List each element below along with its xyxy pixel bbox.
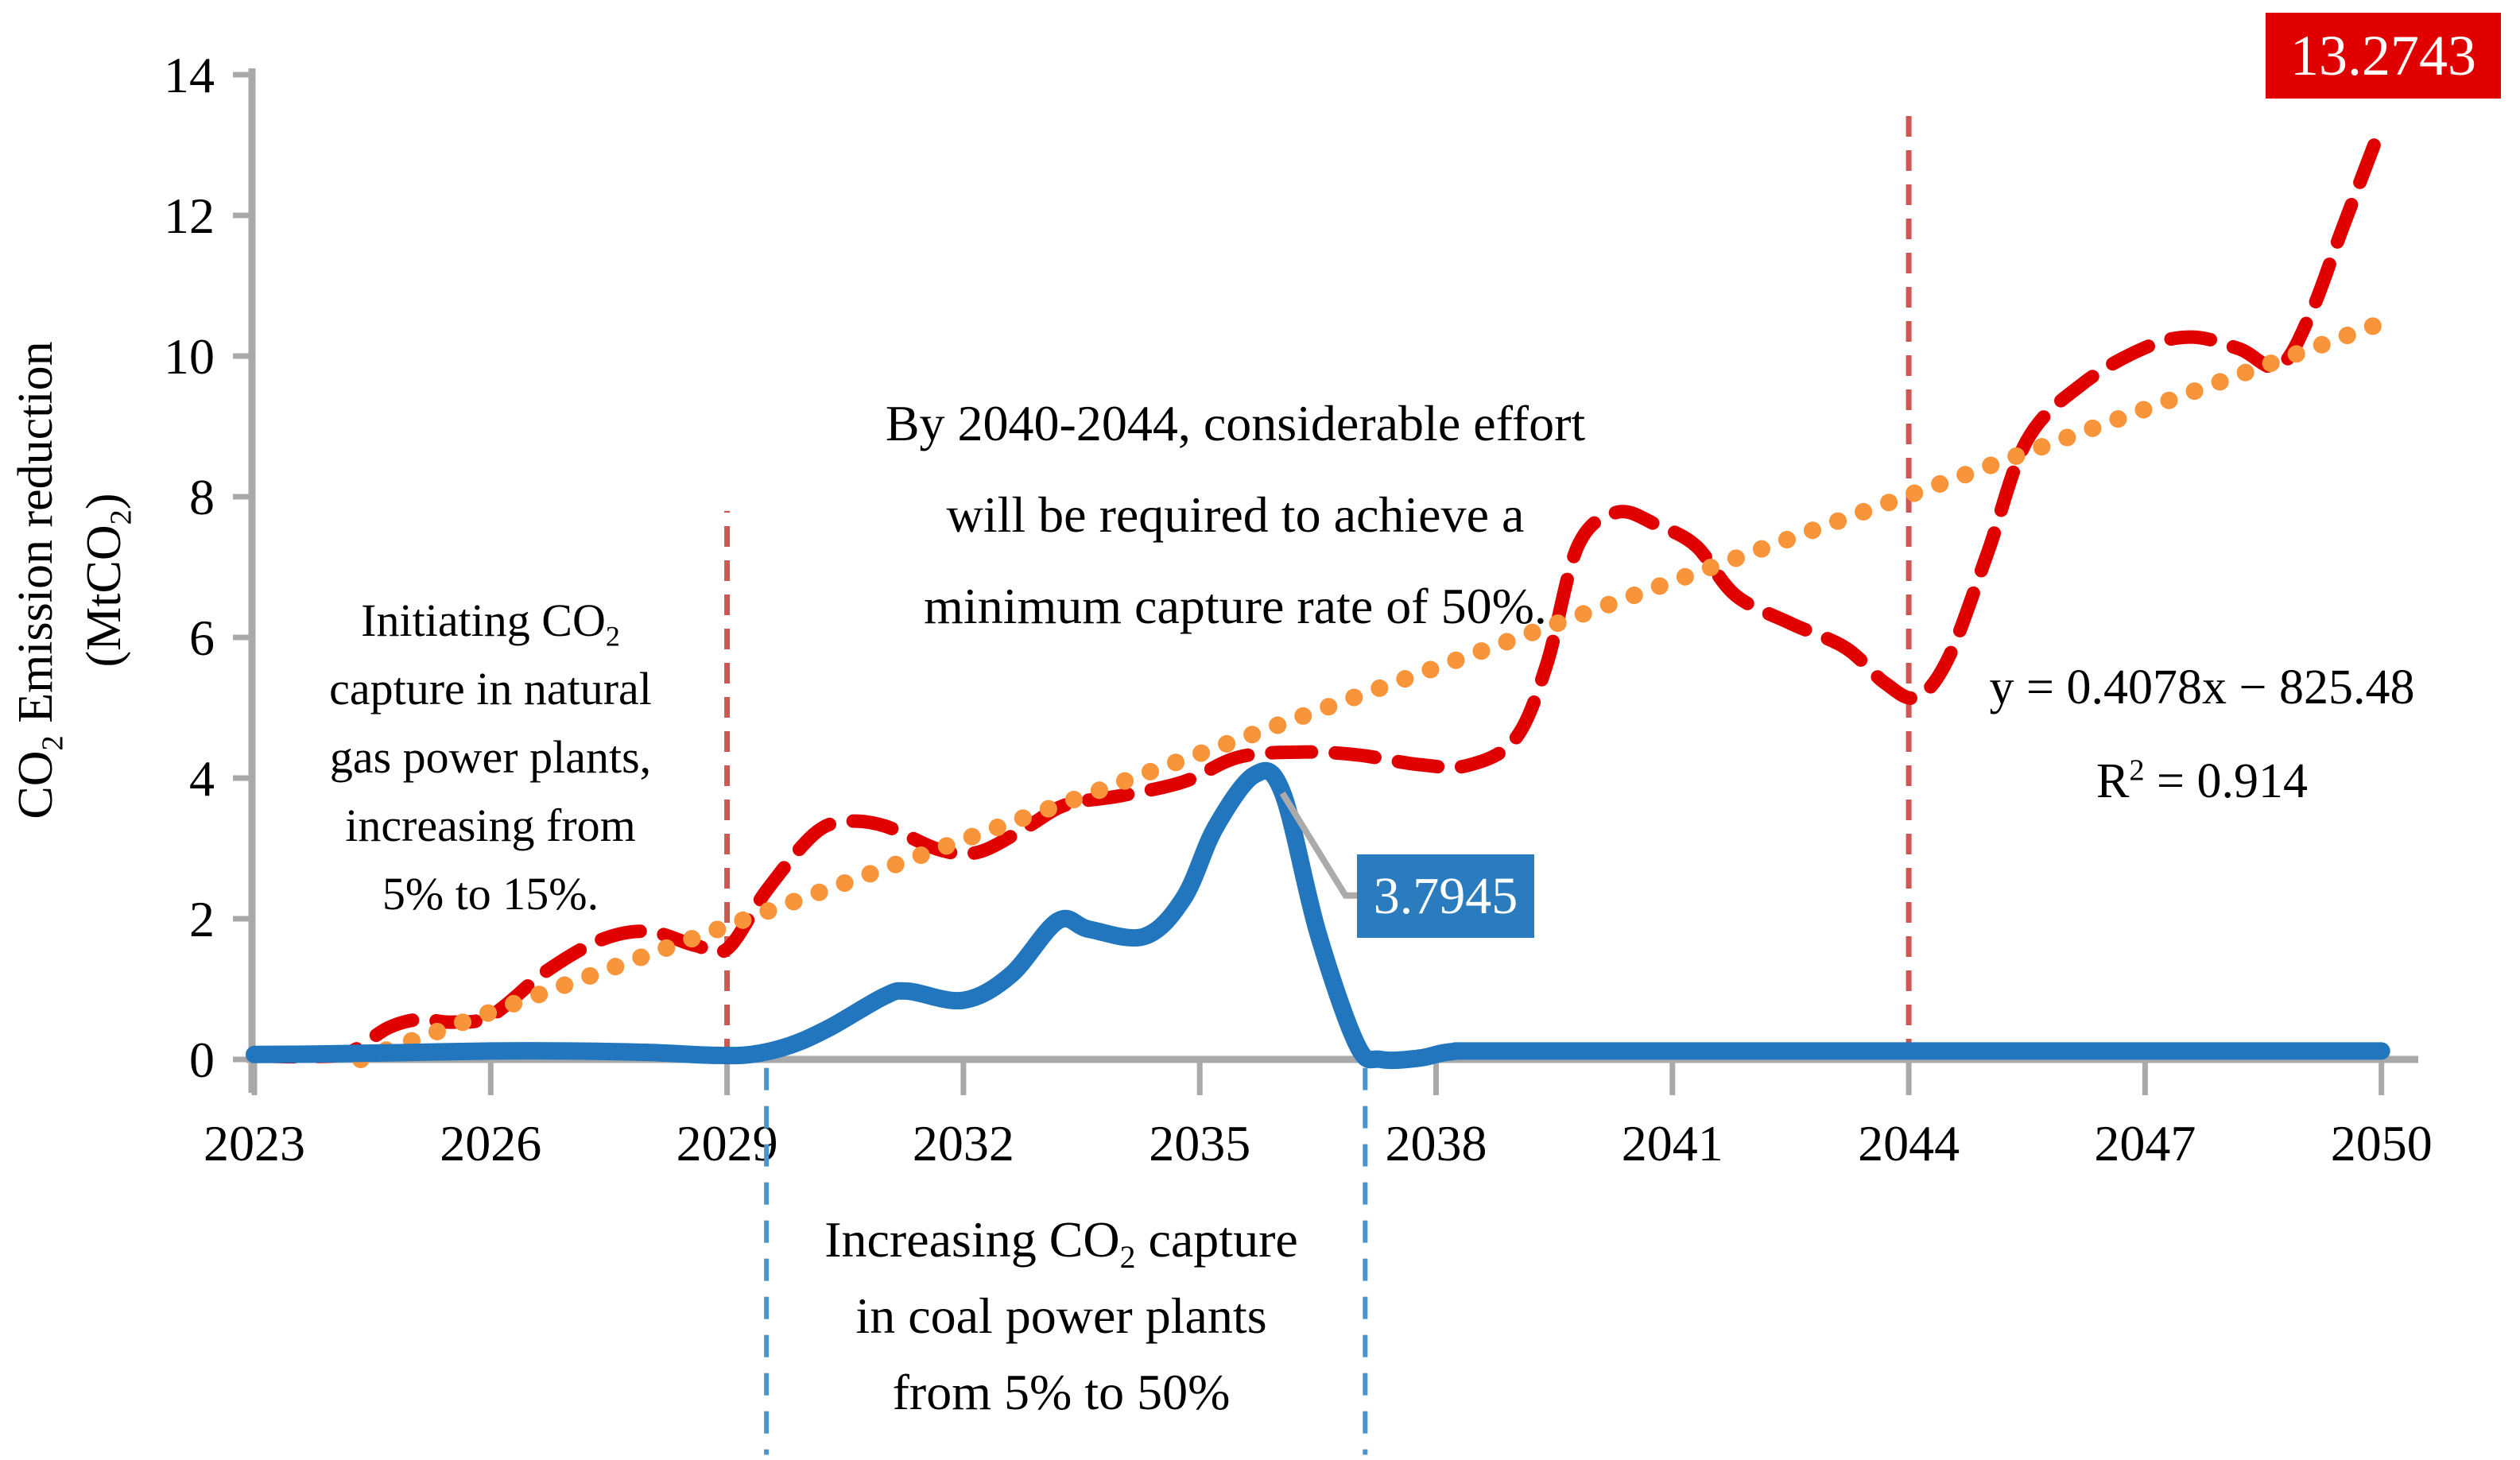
svg-text:2026: 2026 — [440, 1115, 541, 1171]
svg-text:10: 10 — [164, 328, 215, 385]
svg-text:12: 12 — [164, 188, 215, 244]
svg-text:2050: 2050 — [2331, 1115, 2433, 1171]
axis-ticks — [233, 72, 2385, 1095]
svg-text:2: 2 — [189, 891, 215, 947]
trendline-equation: y = 0.4078x − 825.48 R2 = 0.914 — [1989, 660, 2415, 808]
svg-text:2044: 2044 — [1858, 1115, 1960, 1171]
series-lines — [246, 118, 2390, 1070]
svg-text:2029: 2029 — [677, 1115, 778, 1171]
svg-text:2035: 2035 — [1149, 1115, 1250, 1171]
x-tick-labels: 2023 2026 2029 2032 2035 2038 2041 2044 2047 2050 — [204, 1115, 2433, 1171]
svg-text:4: 4 — [189, 750, 215, 807]
blue-callout-leader — [1279, 791, 1359, 899]
svg-text:8: 8 — [189, 469, 215, 525]
series-linear-trendline — [351, 314, 2390, 1068]
svg-text:2038: 2038 — [1386, 1115, 1487, 1171]
annotation-gas-capture: Initiating CO2 capture in natural gas powe… — [329, 594, 652, 920]
y-tick-labels: 0 2 4 6 8 10 12 14 — [164, 47, 215, 1088]
red-final-value-callout: 13.2743 — [2266, 13, 2501, 99]
svg-text:2023: 2023 — [204, 1115, 305, 1171]
blue-peak-value-callout: 3.7945 — [1357, 854, 1534, 938]
svg-text:2041: 2041 — [1622, 1115, 1723, 1171]
y-axis-title: CO2 Emission reduction (MtCO2) — [9, 341, 138, 819]
svg-text:0: 0 — [189, 1032, 215, 1088]
svg-text:14: 14 — [164, 47, 215, 103]
annotation-capture-effort: By 2040-2044, considerable effort will be… — [885, 395, 1586, 634]
svg-text:6: 6 — [189, 610, 215, 666]
marker-lines — [724, 113, 1912, 1455]
annotation-coal-capture: Increasing CO2 capture in coal power plan… — [824, 1211, 1298, 1420]
svg-text:2047: 2047 — [2094, 1115, 2196, 1171]
svg-text:2032: 2032 — [913, 1115, 1014, 1171]
series-natural-gas-co2-reduction — [247, 118, 2389, 1064]
series-coal-co2-reduction — [246, 761, 2390, 1070]
